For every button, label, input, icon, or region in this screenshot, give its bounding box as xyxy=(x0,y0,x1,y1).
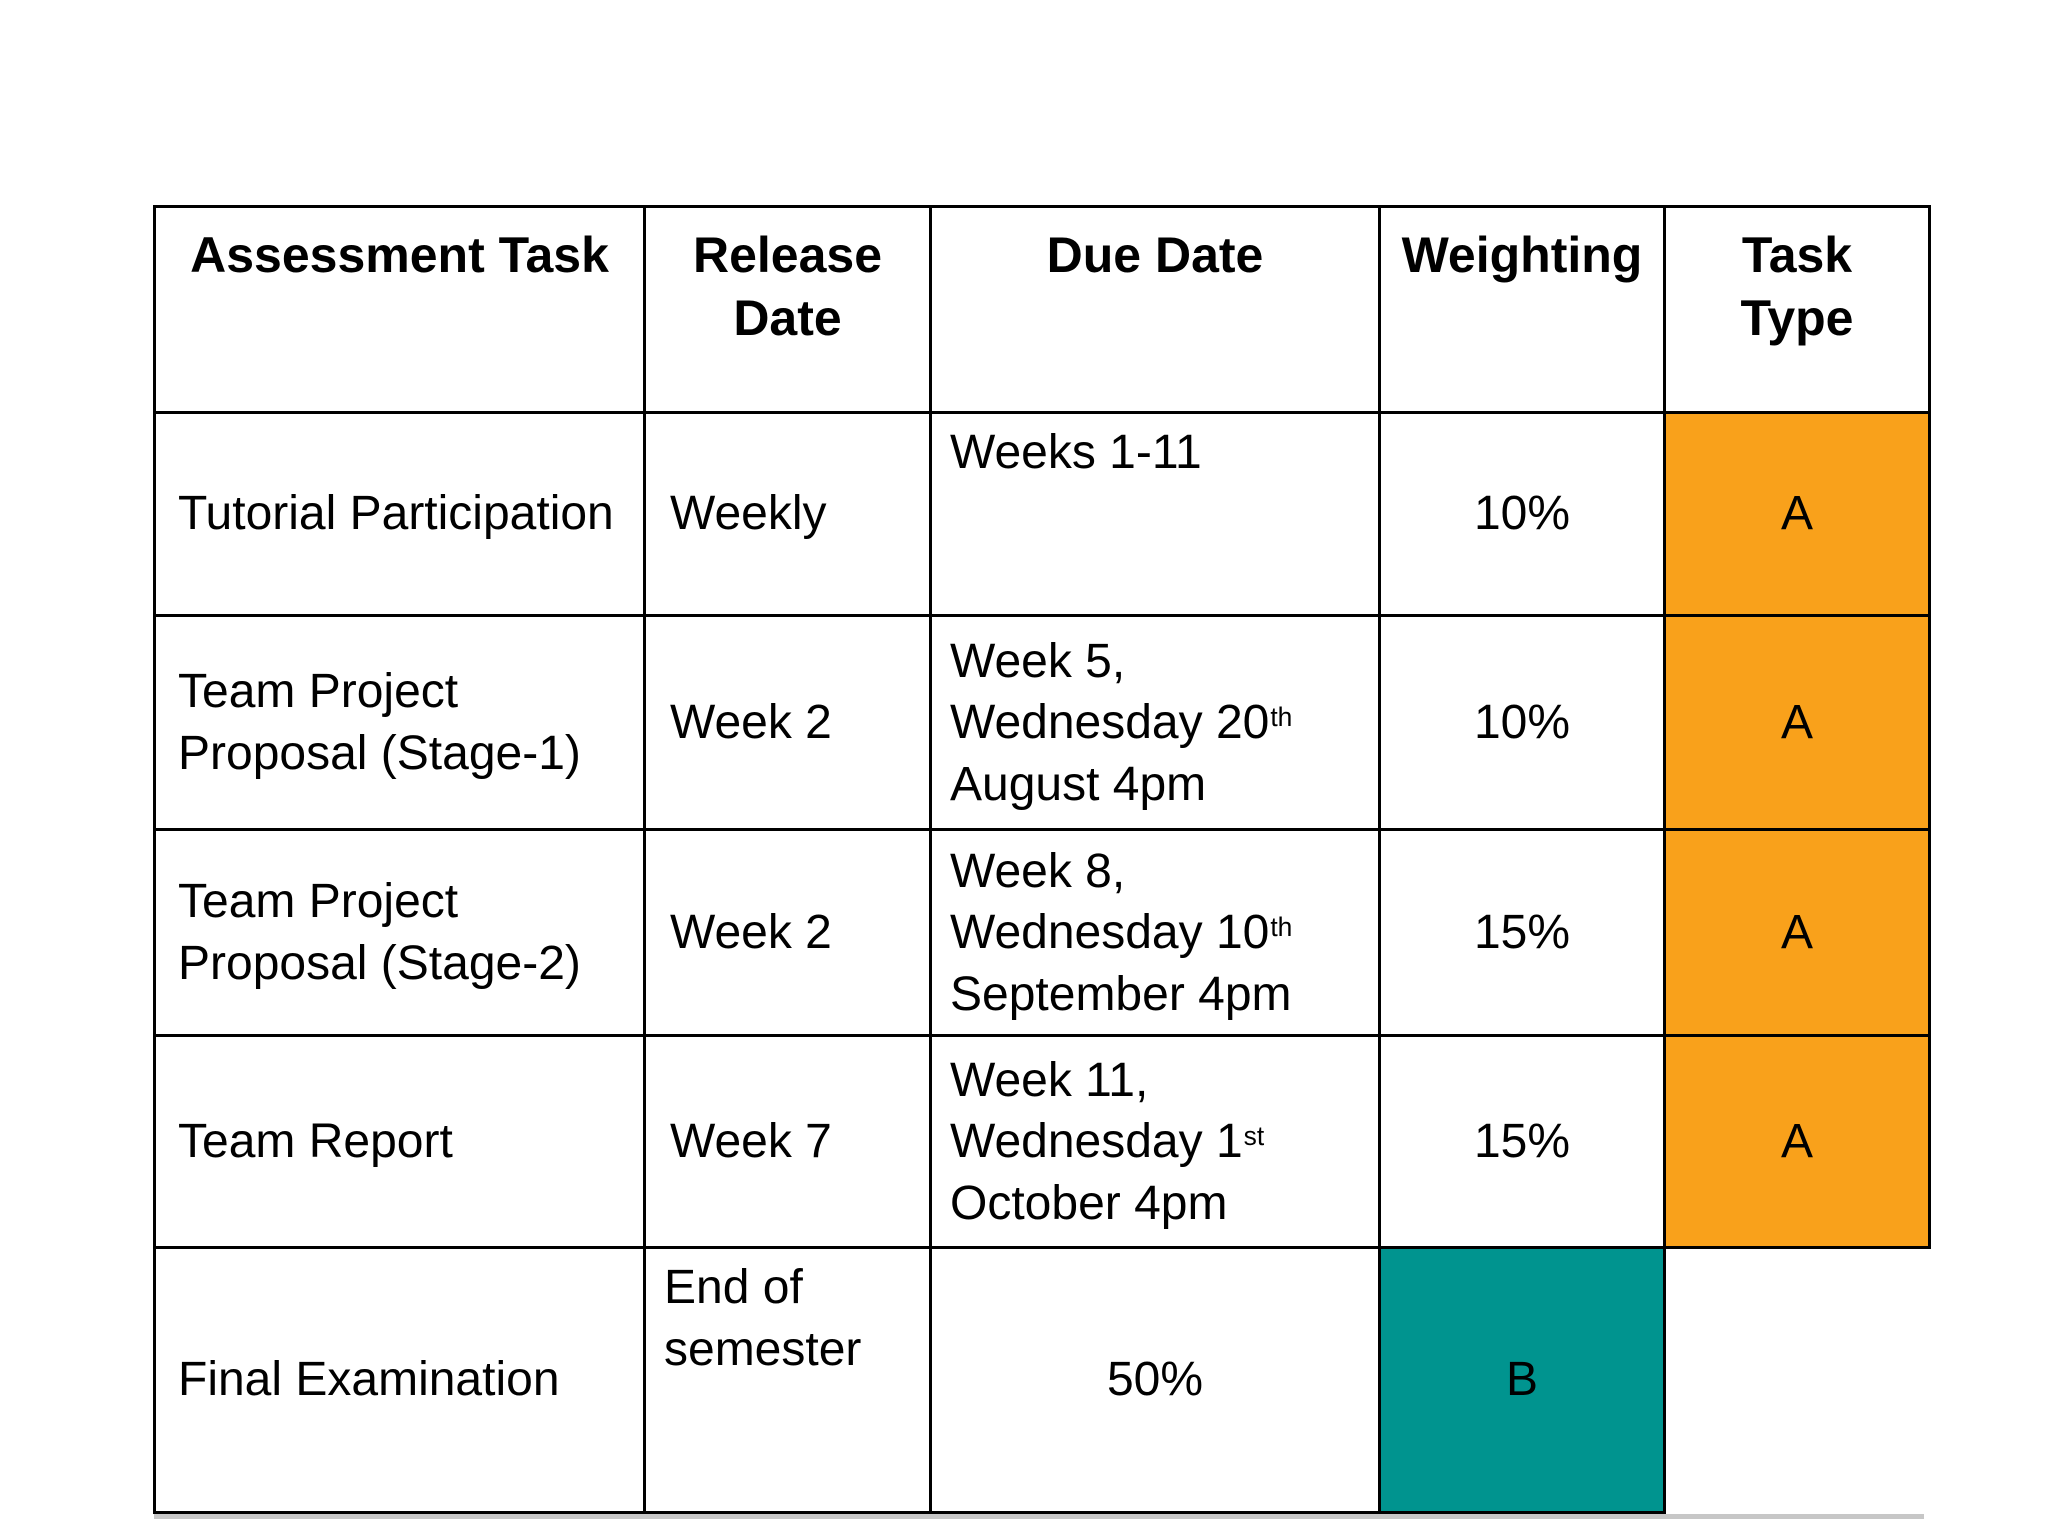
ordinal-superscript: st xyxy=(1243,1121,1265,1152)
cell-weighting: 15% xyxy=(1378,1034,1666,1250)
due-date-line xyxy=(950,483,1370,544)
cell-release-date: Weekly xyxy=(643,410,932,618)
cell-task: Team Project Proposal (Stage-1) xyxy=(153,614,646,832)
cell-task: Team Report xyxy=(153,1034,646,1250)
cell-release-date: Week 7 xyxy=(643,1034,932,1250)
table-row: Team Project Proposal (Stage-2) Week 2 W… xyxy=(153,828,1931,1038)
due-date-line xyxy=(950,545,1370,606)
column-header-due-date: Due Date xyxy=(929,205,1381,414)
due-date-line: October 4pm xyxy=(950,1176,1228,1230)
due-date-line: Week 11, xyxy=(950,1053,1149,1107)
table-row: Team Project Proposal (Stage-1) Week 2 W… xyxy=(153,614,1931,832)
cell-task-type: A xyxy=(1663,1034,1931,1250)
header-row: Assessment Task Release Date Due Date We… xyxy=(153,205,1931,414)
cell-due-date: Week 11, Wednesday 1st October 4pm xyxy=(929,1034,1381,1250)
cell-weighting: 50% xyxy=(929,1246,1381,1515)
due-date-line: Wednesday 1st xyxy=(950,1115,1265,1169)
due-date-line: Wednesday 20th xyxy=(950,696,1293,750)
cell-weighting: 15% xyxy=(1378,828,1666,1038)
column-header-task-type: Task Type xyxy=(1663,205,1931,414)
due-date-line: End of semester xyxy=(664,1261,862,1376)
assessment-table: Assessment Task Release Date Due Date We… xyxy=(153,205,1931,1515)
cell-release-date: Week 2 xyxy=(643,828,932,1038)
cell-weighting: 10% xyxy=(1378,614,1666,832)
column-header-weighting: Weighting xyxy=(1378,205,1666,414)
due-date-line: Wednesday 10th xyxy=(950,906,1293,960)
ordinal-superscript: th xyxy=(1270,702,1293,733)
cell-due-date: Week 5, Wednesday 20th August 4pm xyxy=(929,614,1381,832)
cell-task-type: A xyxy=(1663,614,1931,832)
cell-weighting: 10% xyxy=(1378,410,1666,618)
due-date-line: Week 5, xyxy=(950,634,1126,688)
cell-due-date: End of semester xyxy=(643,1246,932,1515)
cell-task-type: A xyxy=(1663,410,1931,618)
cell-due-date: Week 8, Wednesday 10th September 4pm xyxy=(929,828,1381,1038)
cell-task: Final Examination xyxy=(153,1246,646,1515)
cell-task: Tutorial Participation xyxy=(153,410,646,618)
table-row: Final Examination End of semester 50% B xyxy=(153,1246,1930,1515)
due-date-line: September 4pm xyxy=(950,967,1292,1021)
column-header-assessment-task: Assessment Task xyxy=(153,205,646,414)
ordinal-superscript: th xyxy=(1270,912,1293,943)
column-header-release-date: Release Date xyxy=(643,205,932,414)
cell-task: Team Project Proposal (Stage-2) xyxy=(153,828,646,1038)
due-date-line: August 4pm xyxy=(950,757,1207,811)
due-date-line: Weeks 1-11 xyxy=(950,426,1202,479)
due-date-line xyxy=(664,1442,921,1503)
due-date-line: Week 8, xyxy=(950,844,1126,898)
cell-due-date: Weeks 1-11 xyxy=(929,410,1381,618)
cell-release-date: Week 2 xyxy=(643,614,932,832)
due-date-line xyxy=(664,1380,921,1441)
cell-task-type: B xyxy=(1378,1246,1666,1515)
table-row: Team Report Week 7 Week 11, Wednesday 1s… xyxy=(153,1034,1931,1250)
cell-task-type: A xyxy=(1663,828,1931,1038)
table-row: Tutorial Participation Weekly Weeks 1-11… xyxy=(153,410,1931,618)
